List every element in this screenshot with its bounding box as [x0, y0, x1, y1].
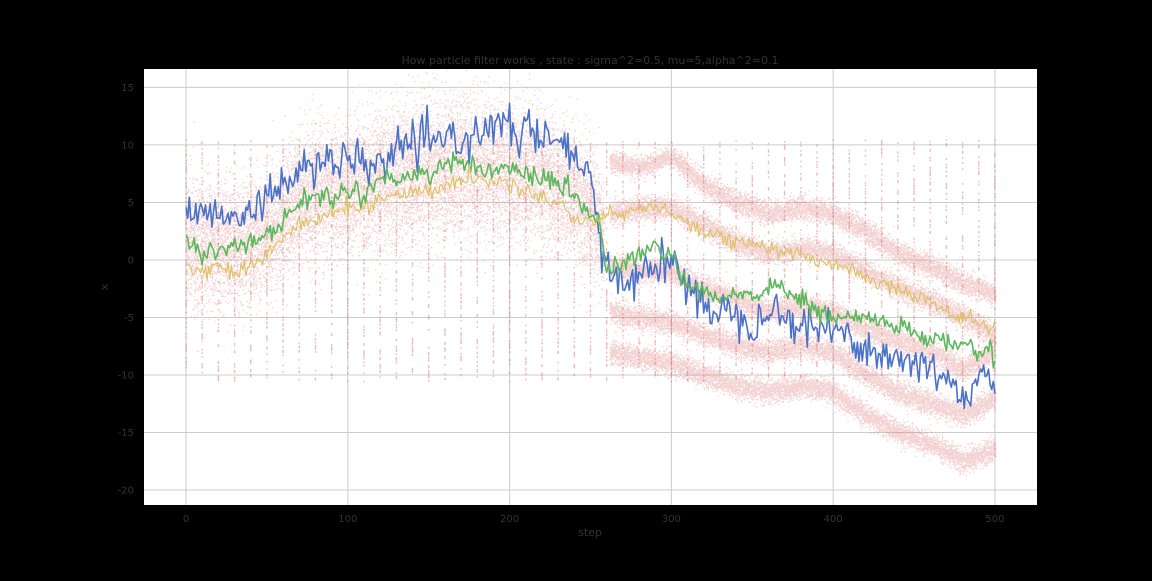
y-tick-label: -20: [118, 486, 134, 497]
y-tick-label: -15: [118, 428, 134, 439]
x-axis-label: step: [578, 526, 602, 539]
y-tick-label: -10: [118, 371, 134, 382]
y-axis-label: x: [98, 283, 111, 290]
y-tick-label: 15: [121, 83, 134, 94]
x-tick-label: 0: [183, 514, 189, 525]
x-tick-label: 300: [662, 514, 681, 525]
particle-band: [609, 337, 997, 477]
y-tick-label: 10: [121, 140, 134, 151]
x-tick-label: 100: [338, 514, 357, 525]
chart-title: How particle filter works , state : sigm…: [402, 54, 779, 67]
observation-line: [186, 163, 996, 335]
y-tick-label: 0: [128, 255, 134, 266]
particle-band: [609, 140, 997, 309]
series-lines: [185, 102, 996, 410]
x-tick-label: 400: [824, 514, 843, 525]
particle-band: [609, 293, 997, 428]
grid-lines: [144, 69, 1037, 505]
y-tick-label: -5: [124, 313, 134, 324]
estimate-line: [185, 151, 996, 369]
tick-labels: 0 100 200 300 400 500 -20 -15 -10 -5 0 5 10 15: [118, 83, 1005, 525]
x-tick-label: 500: [985, 514, 1004, 525]
x-tick-label: 200: [500, 514, 519, 525]
y-tick-label: 5: [128, 198, 134, 209]
true-state-line: [185, 102, 996, 410]
